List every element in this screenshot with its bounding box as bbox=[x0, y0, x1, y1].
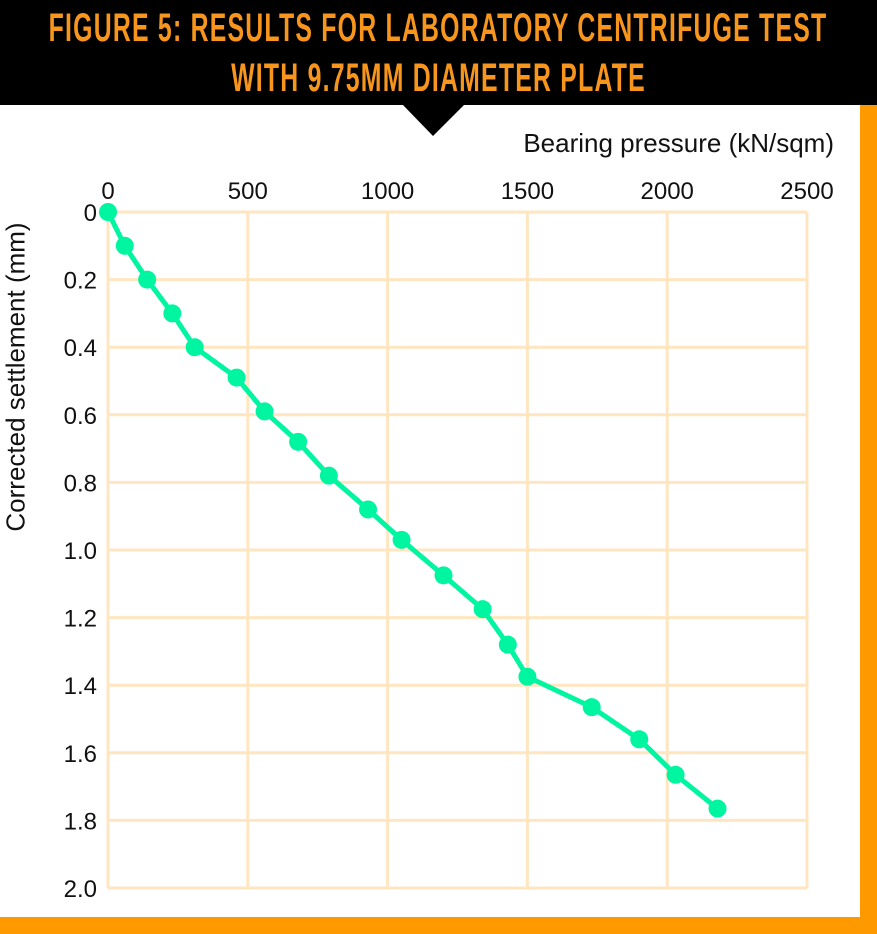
x-tick-label: 0 bbox=[101, 178, 114, 205]
x-tick-label: 1500 bbox=[501, 178, 554, 205]
y-tick-label: 0.2 bbox=[64, 268, 97, 295]
data-point-marker bbox=[582, 698, 601, 717]
data-point-marker bbox=[473, 600, 492, 619]
x-tick-label: 2000 bbox=[641, 178, 694, 205]
data-point-marker bbox=[255, 402, 274, 421]
x-tick-label: 1000 bbox=[361, 178, 414, 205]
y-tick-label: 0.4 bbox=[64, 335, 97, 362]
y-tick-label: 0.8 bbox=[64, 470, 97, 497]
data-point-marker bbox=[434, 566, 453, 585]
frame-right-bar bbox=[860, 105, 877, 934]
figure-title-line-1: FIGURE 5: RESULTS FOR LABORATORY CENTRIF… bbox=[49, 5, 828, 50]
data-point-marker bbox=[630, 730, 649, 749]
y-tick-label: 1.4 bbox=[64, 673, 97, 700]
data-point-marker bbox=[138, 270, 157, 289]
y-tick-label: 1.8 bbox=[64, 808, 97, 835]
data-point-marker bbox=[227, 368, 246, 387]
data-point-marker bbox=[708, 799, 727, 818]
y-tick-label: 1.0 bbox=[64, 538, 97, 565]
y-tick-label: 2.0 bbox=[64, 876, 97, 903]
data-point-marker bbox=[185, 338, 204, 357]
data-point-marker bbox=[359, 500, 378, 519]
y-tick-label: 1.6 bbox=[64, 741, 97, 768]
x-tick-label: 500 bbox=[228, 178, 268, 205]
y-tick-label: 0.6 bbox=[64, 403, 97, 430]
figure-header: FIGURE 5: RESULTS FOR LABORATORY CENTRIF… bbox=[0, 0, 877, 105]
frame-bottom-bar bbox=[0, 917, 877, 934]
data-point-marker bbox=[99, 203, 117, 221]
data-point-marker bbox=[289, 432, 308, 451]
x-axis-label: Bearing pressure (kN/sqm) bbox=[523, 128, 834, 158]
y-axis-label: Corrected settlement (mm) bbox=[0, 222, 31, 532]
header-pointer-arrow bbox=[402, 104, 465, 136]
data-point-marker bbox=[498, 635, 517, 654]
data-point-marker bbox=[518, 667, 537, 686]
data-point-marker bbox=[319, 466, 338, 485]
data-point-marker bbox=[392, 530, 411, 549]
data-point-marker bbox=[666, 765, 685, 784]
data-point-marker bbox=[163, 304, 182, 323]
y-tick-label: 0 bbox=[84, 200, 97, 227]
y-tick-label: 1.2 bbox=[64, 606, 97, 633]
series-line bbox=[105, 210, 720, 811]
figure-title-line-2: WITH 9.75MM DIAMETER PLATE bbox=[231, 55, 646, 100]
data-point-marker bbox=[115, 236, 134, 255]
x-tick-label: 2500 bbox=[780, 178, 833, 205]
